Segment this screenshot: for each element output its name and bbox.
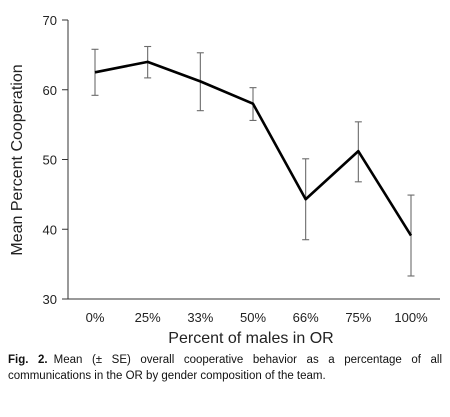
x-tick-label: 0% bbox=[86, 310, 105, 325]
chart-axes bbox=[67, 20, 440, 300]
x-tick-label: 100% bbox=[394, 310, 428, 325]
x-axis-ticks: 0% 25% 33% 50% 66% 75% 100% bbox=[86, 310, 428, 325]
x-tick-label: 66% bbox=[293, 310, 319, 325]
x-tick-label: 50% bbox=[240, 310, 266, 325]
x-tick-label: 25% bbox=[135, 310, 161, 325]
y-axis-label: Mean Percent Cooperation bbox=[9, 64, 26, 255]
series-line bbox=[94, 60, 413, 237]
figure-caption: Fig. 2. Mean (± SE) overall cooperative b… bbox=[8, 352, 442, 384]
y-tick-label: 50 bbox=[43, 153, 57, 168]
x-tick-label: 75% bbox=[345, 310, 371, 325]
x-tick-label: 33% bbox=[187, 310, 213, 325]
y-axis-ticks: 30 40 50 60 70 bbox=[43, 13, 68, 307]
caption-text: Mean (± SE) overall cooperative behavior… bbox=[8, 354, 443, 382]
y-tick-label: 40 bbox=[43, 222, 57, 237]
y-tick-label: 70 bbox=[43, 13, 57, 28]
x-axis-label: Percent of males in OR bbox=[168, 330, 333, 345]
figure-label: Fig. 2. bbox=[8, 354, 48, 366]
y-tick-label: 30 bbox=[43, 292, 57, 307]
y-tick-label: 60 bbox=[43, 83, 57, 98]
chart: 30 40 50 60 70 0% 25% 33% 50% 66% 75% 100% Mean Pe… bbox=[9, 13, 440, 345]
